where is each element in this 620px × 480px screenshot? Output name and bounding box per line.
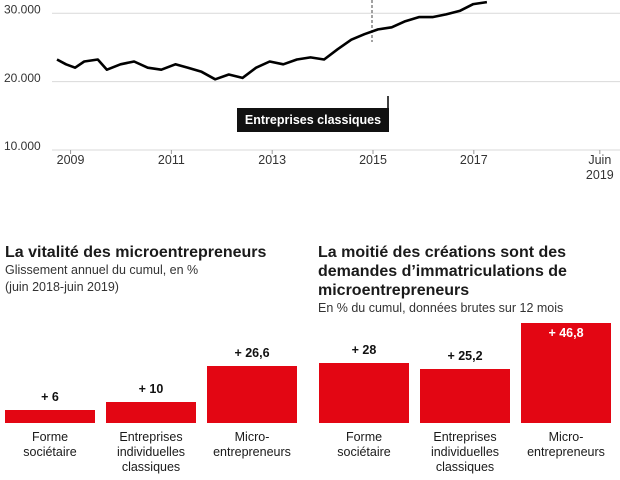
category-label: Micro-entrepreneurs (213, 430, 291, 459)
x-tick-label: 2009 (56, 153, 85, 167)
annotation-box (237, 108, 389, 132)
value-label: + 26,6 (234, 346, 270, 361)
annotation: Entreprises classiques (245, 113, 381, 127)
line-chart: Entreprises classiques 10.000 20.000 30.00… (4, 0, 620, 154)
value-label: + 25,2 (447, 349, 483, 364)
chart-heading: La moitié des créations sont des demande… (318, 243, 618, 317)
chart-title: La moitié des créations sont des demande… (318, 244, 567, 299)
y-tick-label: 10.000 (4, 139, 41, 153)
y-tick-label: 20.000 (4, 71, 41, 85)
chart-subtitle: (juin 2018-juin 2019) (5, 280, 119, 294)
category-label: Forme sociétaire (23, 430, 77, 459)
chart-subtitle: En % du cumul, données brutes sur 12 moi… (318, 301, 564, 315)
chart-title: La vitalité des microentrepreneurs (5, 244, 267, 261)
bar (521, 322, 611, 423)
bar (420, 369, 510, 423)
category-label: Forme sociétaire (337, 430, 391, 459)
value-label: + 28 (351, 343, 377, 358)
bar (5, 410, 95, 423)
bar (106, 401, 196, 423)
bar (207, 366, 297, 423)
x-tick-label: 2015 (359, 153, 387, 167)
chart-heading: La vitalité des microentrepreneurs Glisse… (5, 243, 305, 296)
chart-subtitle: Glissement annuel du cumul, en % (5, 263, 199, 277)
line-series (56, 0, 488, 81)
x-tick-label: 2017 (459, 153, 488, 167)
value-label: + 6 (41, 390, 59, 405)
category-label: Entreprises individuelles classiques (116, 430, 186, 474)
bar (319, 363, 409, 423)
y-tick-label: 30.000 (4, 2, 41, 16)
x-tick-label: 2011 (157, 153, 185, 167)
category-label: Micro-entrepreneurs (527, 430, 605, 459)
value-label: + 10 (138, 381, 164, 396)
x-tick-label: 2013 (258, 153, 287, 167)
value-label: + 46,8 (548, 325, 584, 340)
x-tick-label: Juin 2019 (585, 153, 614, 182)
category-label: Entreprises individuelles classiques (430, 430, 500, 474)
